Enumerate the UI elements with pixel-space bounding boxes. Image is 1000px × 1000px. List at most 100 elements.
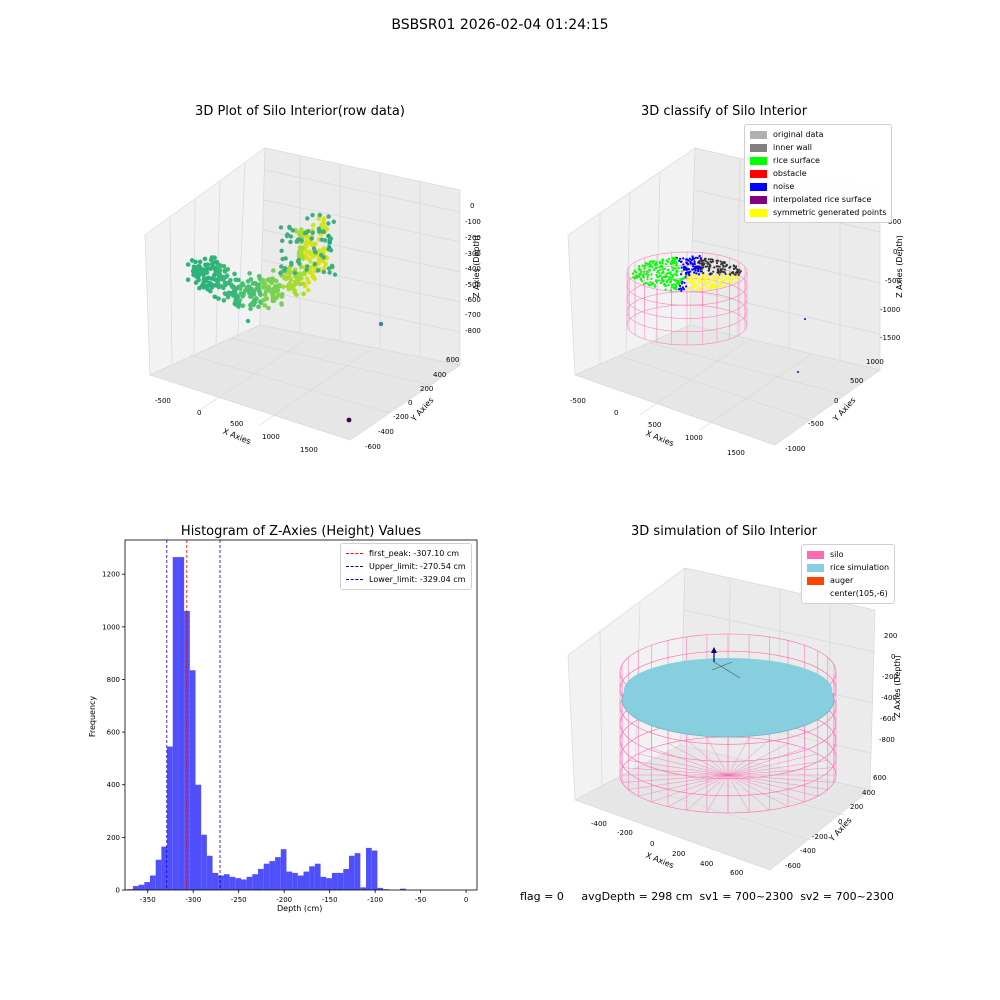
legend-label: Lower_limit: -329.04 cm bbox=[369, 575, 466, 584]
histogram-bar bbox=[240, 879, 247, 890]
class-point bbox=[649, 281, 652, 284]
raw-point bbox=[295, 237, 301, 243]
noise-point bbox=[687, 263, 690, 266]
class-point bbox=[665, 275, 669, 278]
raw-point bbox=[241, 291, 246, 296]
raw-point bbox=[209, 276, 215, 281]
class-point bbox=[724, 272, 727, 276]
silo-floor-spoke bbox=[727, 774, 789, 807]
class-point bbox=[669, 271, 672, 274]
p4-xtick: -200 bbox=[617, 829, 633, 837]
class-point bbox=[667, 278, 670, 281]
histogram-bar bbox=[161, 846, 168, 890]
p4-ytick: -400 bbox=[800, 847, 816, 855]
raw-point bbox=[305, 264, 310, 269]
raw-point bbox=[346, 417, 352, 423]
class-point bbox=[663, 267, 667, 270]
histogram-bar bbox=[263, 863, 270, 890]
raw-point bbox=[331, 219, 336, 224]
histogram-bar bbox=[354, 853, 361, 890]
class-point bbox=[723, 284, 726, 288]
p1-ytick: 400 bbox=[433, 371, 447, 379]
class-point bbox=[728, 280, 731, 283]
raw-point bbox=[279, 248, 284, 253]
raw-point bbox=[197, 259, 203, 265]
class-point bbox=[679, 257, 682, 260]
raw-point bbox=[223, 282, 228, 288]
class-point bbox=[722, 271, 726, 274]
raw-point bbox=[304, 255, 309, 261]
legend-item: interpolated rice surface bbox=[750, 193, 886, 206]
rice-surface-top bbox=[624, 658, 832, 722]
histogram-bar bbox=[360, 887, 367, 890]
raw-point bbox=[208, 266, 213, 272]
class-point bbox=[671, 261, 674, 264]
raw-point bbox=[303, 230, 309, 235]
histogram-bar bbox=[218, 875, 224, 890]
histogram-bar bbox=[167, 746, 173, 890]
raw-point bbox=[216, 284, 222, 290]
class-point bbox=[699, 287, 703, 290]
class-point bbox=[659, 274, 662, 277]
raw-point bbox=[207, 280, 213, 286]
raw-point bbox=[332, 272, 338, 277]
silo-floor-spoke bbox=[638, 774, 729, 797]
class-point bbox=[716, 268, 720, 271]
raw-point bbox=[297, 253, 303, 259]
p4-ytick: 0 bbox=[838, 818, 843, 826]
class-point bbox=[697, 286, 700, 290]
raw-point bbox=[236, 301, 242, 307]
p1-xtick: 0 bbox=[197, 409, 202, 417]
legend-label: auger bbox=[830, 576, 854, 585]
class-point bbox=[691, 263, 694, 266]
class-point bbox=[696, 276, 699, 279]
class-point bbox=[693, 283, 696, 286]
raw-point bbox=[270, 286, 276, 292]
histogram-bar bbox=[132, 886, 139, 890]
class-point bbox=[675, 281, 678, 285]
noise-point bbox=[690, 258, 693, 261]
class-point bbox=[682, 288, 686, 291]
x-tick-label: -350 bbox=[140, 896, 156, 904]
noise-point bbox=[699, 270, 702, 273]
raw-point bbox=[296, 230, 302, 235]
histogram-bar bbox=[371, 850, 378, 890]
histogram-bar bbox=[269, 861, 276, 890]
y-tick-label: 400 bbox=[107, 781, 120, 789]
p1-ytick: 0 bbox=[408, 399, 413, 407]
class-point bbox=[677, 266, 680, 270]
class-point bbox=[734, 273, 737, 276]
legend-label: noise bbox=[773, 182, 795, 191]
histogram-bar bbox=[292, 872, 298, 890]
raw-point bbox=[323, 238, 328, 243]
class-point bbox=[648, 260, 652, 264]
legend-label: rice surface bbox=[773, 156, 820, 165]
raw-point bbox=[321, 269, 326, 275]
p4-ytick: 400 bbox=[862, 789, 876, 797]
noise-point bbox=[688, 257, 691, 260]
class-point bbox=[687, 268, 690, 271]
legend-swatch bbox=[807, 576, 824, 585]
noise-point bbox=[695, 266, 698, 269]
class-point bbox=[694, 256, 697, 259]
panel3-legend: first_peak: -307.10 cm Upper_limit: -270… bbox=[340, 543, 472, 590]
raw-point bbox=[256, 282, 261, 288]
histogram-bar bbox=[212, 872, 219, 890]
class-point bbox=[707, 281, 711, 284]
class-point bbox=[664, 288, 667, 291]
p4-ytick: -600 bbox=[785, 862, 801, 870]
class-point bbox=[704, 260, 708, 263]
class-point bbox=[656, 271, 659, 274]
legend-item: silo bbox=[807, 548, 889, 561]
status-footer: flag = 0 avgDepth = 298 cm sv1 = 700~230… bbox=[520, 890, 894, 903]
class-point bbox=[722, 265, 725, 268]
p2-ztick: 0 bbox=[893, 248, 898, 256]
histogram-bar bbox=[189, 670, 196, 890]
class-point bbox=[671, 266, 674, 269]
legend-label: original data bbox=[773, 130, 824, 139]
p3-xlabel: Depth (cm) bbox=[277, 904, 323, 913]
raw-point bbox=[279, 264, 284, 269]
class-point bbox=[669, 261, 672, 264]
raw-point bbox=[232, 271, 237, 277]
x-tick-label: -300 bbox=[185, 896, 201, 904]
